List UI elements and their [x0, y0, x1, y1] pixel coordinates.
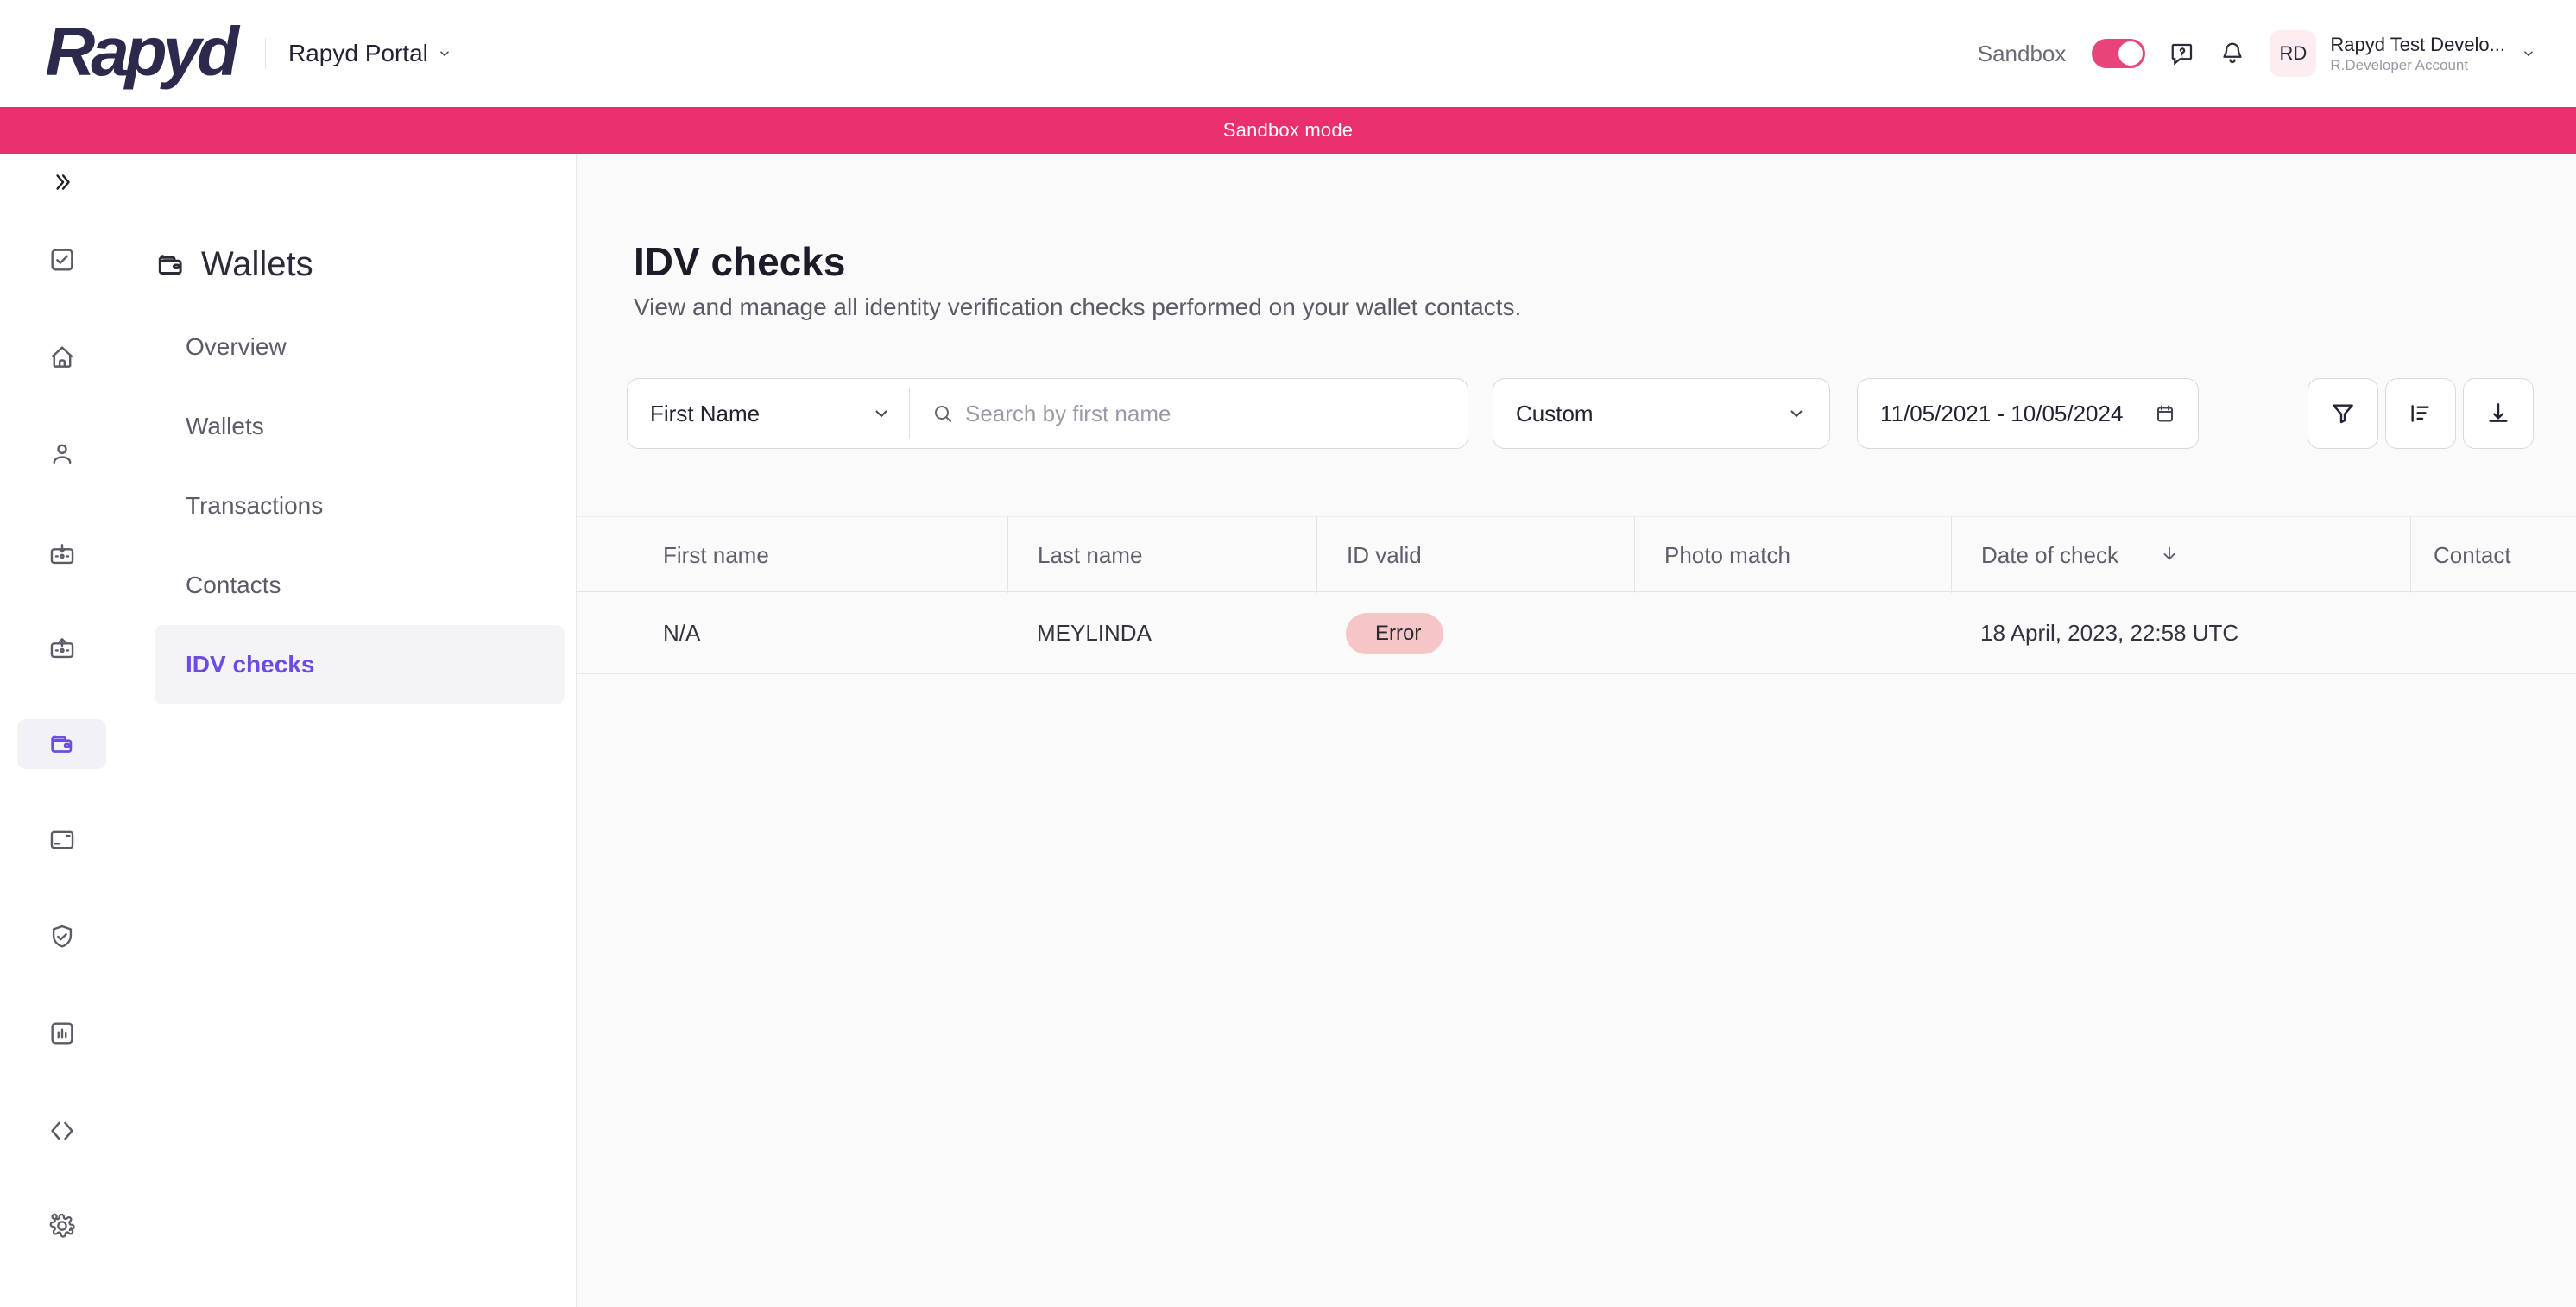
- svg-text:Rapyd: Rapyd: [46, 18, 242, 90]
